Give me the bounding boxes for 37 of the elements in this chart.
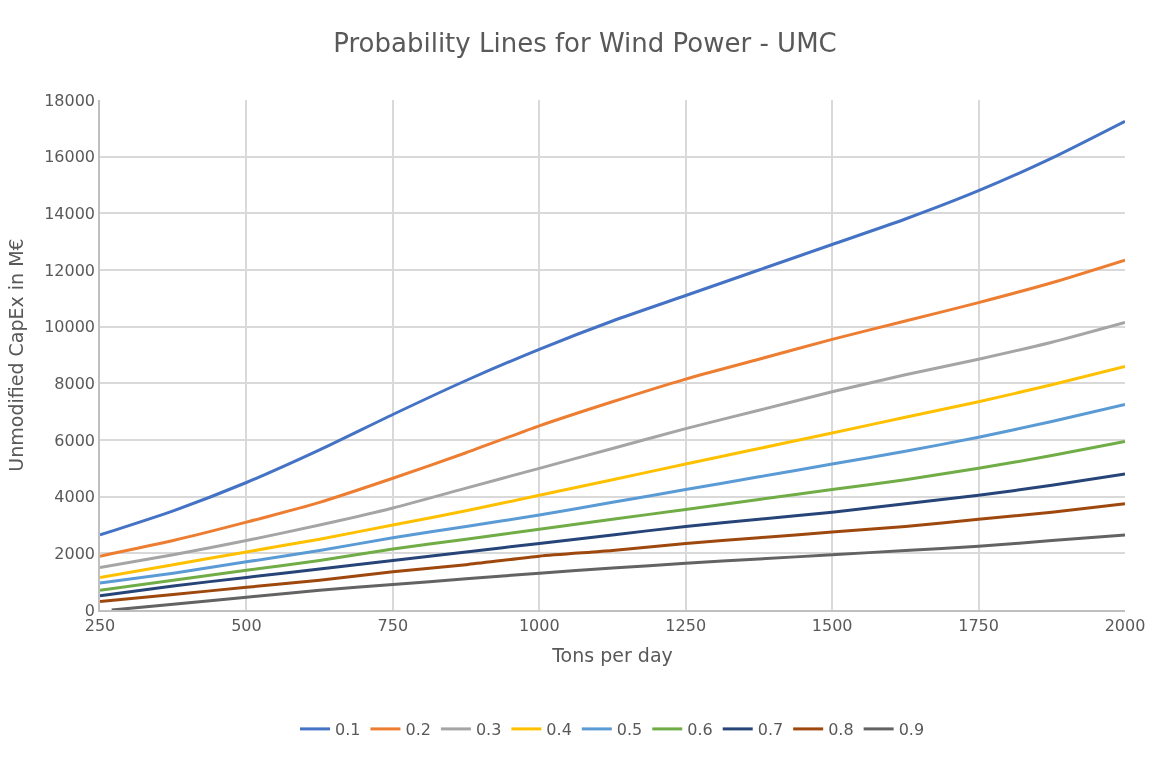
y-tick-label: 14000 (44, 203, 96, 223)
line-series (100, 403, 1125, 585)
x-tick-label: 1250 (665, 615, 707, 635)
y-tick-label: 8000 (54, 373, 96, 393)
y-tick-label: 10000 (44, 317, 96, 337)
y-tick-label: 6000 (54, 430, 96, 450)
legend-label: 0.6 (687, 720, 713, 740)
legend-label: 0.3 (475, 720, 502, 740)
line-series (100, 119, 1125, 537)
x-tick-label: 2000 (1104, 615, 1146, 635)
y-tick-label: 18000 (44, 90, 96, 110)
line-series (110, 533, 1125, 610)
line-series (100, 320, 1125, 569)
line-series (100, 472, 1125, 598)
x-tick-label: 750 (377, 615, 409, 635)
legend-label: 0.9 (898, 720, 925, 740)
legend-label: 0.7 (757, 720, 784, 740)
y-tick-label: 4000 (54, 487, 96, 507)
line-series (100, 364, 1125, 579)
y-tick-label: 16000 (44, 147, 96, 167)
legend-label: 0.1 (335, 720, 361, 740)
legend-label: 0.8 (828, 720, 854, 740)
x-tick-label: 1500 (811, 615, 853, 635)
y-tick-label: 12000 (44, 260, 96, 280)
y-axis-title: Unmodified CapEx in M€ (5, 238, 28, 472)
line-series (100, 502, 1125, 603)
line-series (100, 258, 1125, 558)
legend-label: 0.4 (546, 720, 572, 740)
x-tick-label: 1000 (518, 615, 560, 635)
legend-label: 0.5 (616, 720, 643, 740)
x-tick-label: 1750 (958, 615, 999, 635)
chart-title: Probability Lines for Wind Power - UMC (333, 28, 837, 59)
line-series (100, 439, 1125, 592)
legend-label: 0.2 (405, 720, 431, 740)
y-tick-label: 2000 (54, 543, 96, 563)
x-axis-title: Tons per day (551, 644, 673, 667)
x-tick-label: 500 (231, 615, 262, 635)
